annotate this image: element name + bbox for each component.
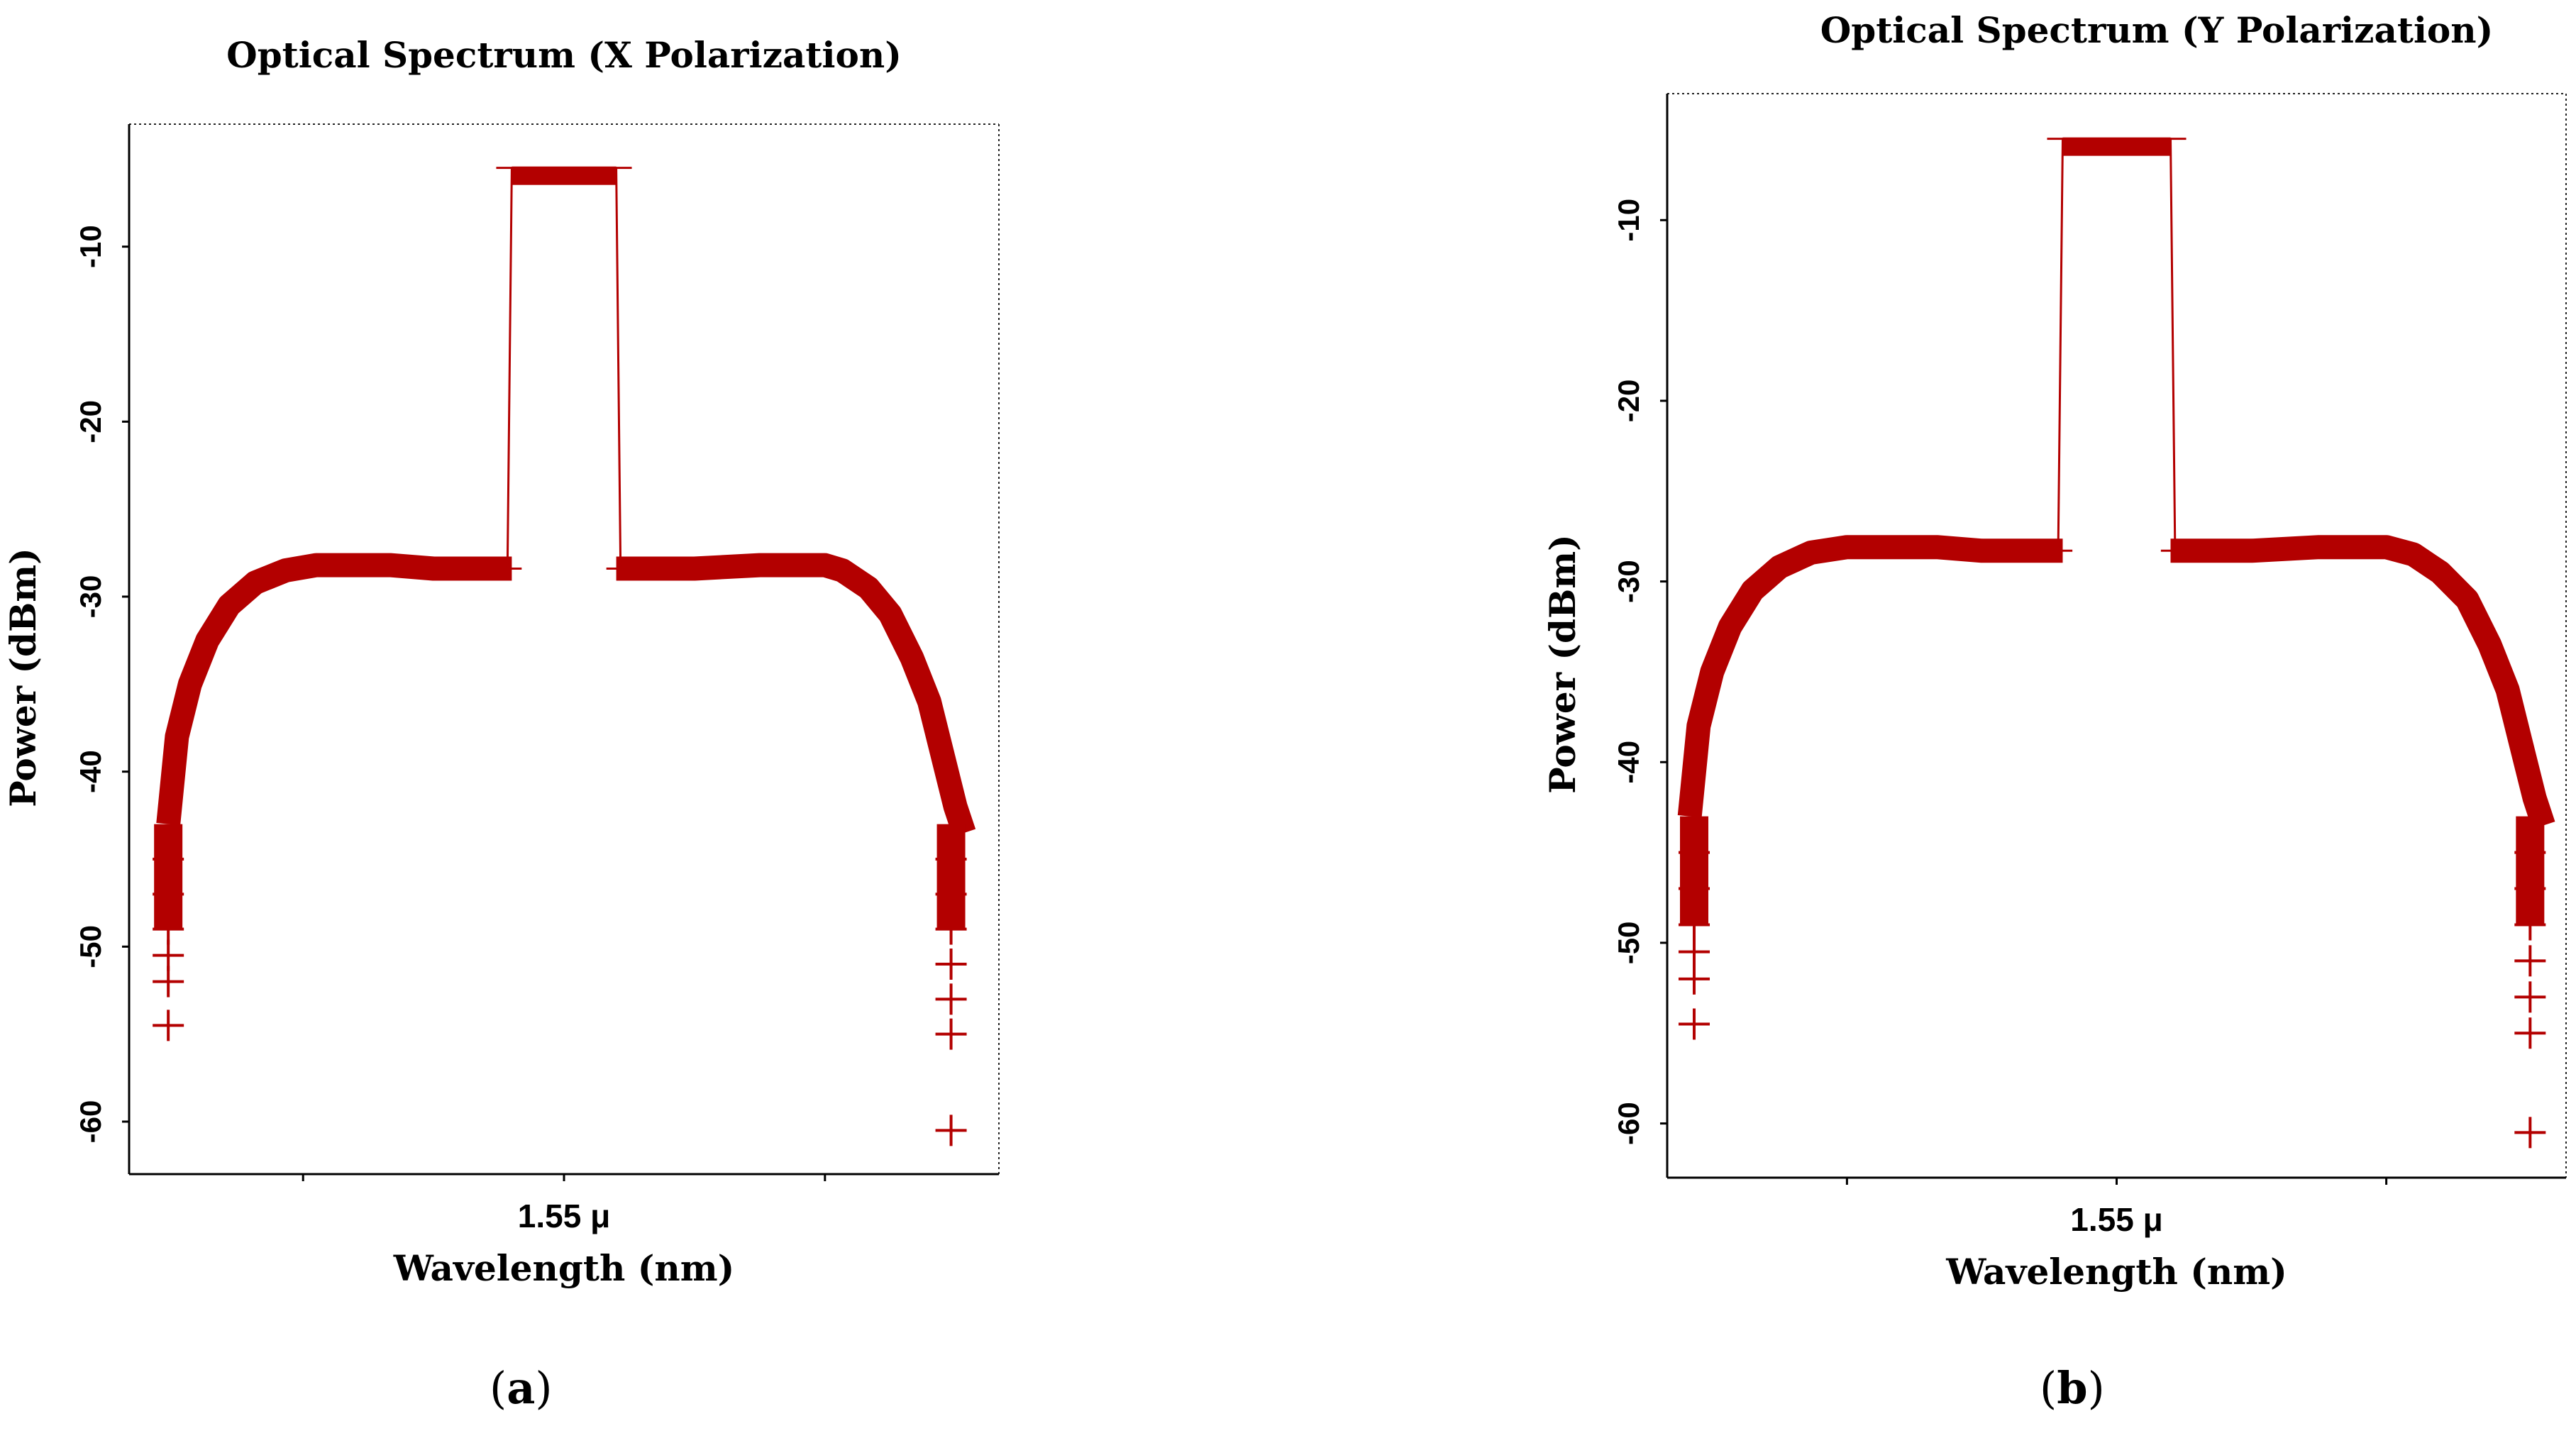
- caption-letter: a: [507, 1362, 536, 1414]
- signal-carrier-line: [506, 167, 622, 569]
- chart-title: Optical Spectrum (X Polarization): [226, 34, 902, 76]
- y-axis-label: Power (dBm): [1542, 534, 1583, 794]
- caption-open: (: [2040, 1362, 2057, 1414]
- noise-band-left: [156, 553, 520, 826]
- noise-band-right: [2162, 535, 2555, 829]
- panel-b: Optical Spectrum (Y Polarization) -10 -20 -…: [1288, 0, 2576, 1443]
- panel-a: Optical Spectrum (X Polarization) -10 -20 -…: [2, 34, 1000, 1414]
- noise-marker: [935, 983, 967, 1015]
- x-tick-label: 1.55 μ: [2070, 1201, 2162, 1238]
- y-tick-label: -40: [74, 750, 107, 793]
- y-tick-label: -60: [1612, 1102, 1645, 1145]
- noise-band-left: [1677, 535, 2071, 818]
- panel-caption-a: (a): [490, 1362, 553, 1414]
- noise-band-right: [608, 553, 976, 837]
- noise-marker: [935, 1115, 967, 1146]
- panel-caption-b: (b): [2040, 1362, 2105, 1414]
- noise-marker: [153, 966, 184, 997]
- edge-block-right: [2516, 816, 2545, 925]
- noise-marker: [935, 1018, 967, 1050]
- x-tick-label: 1.55 μ: [518, 1198, 610, 1234]
- y-tick-label: -30: [74, 575, 107, 619]
- y-tick-label: -20: [74, 400, 107, 443]
- y-tick-label: -30: [1612, 560, 1645, 603]
- caption-open: (: [490, 1362, 507, 1414]
- edge-block-left: [1680, 816, 1709, 925]
- noise-marker: [2514, 981, 2546, 1013]
- y-tick-label: -60: [74, 1100, 107, 1144]
- noise-marker: [2514, 945, 2546, 977]
- noise-marker: [935, 949, 967, 980]
- y-tick-label: -50: [74, 925, 107, 968]
- noise-marker: [153, 939, 184, 971]
- edge-block-left: [154, 824, 183, 929]
- signal-carrier-peak: [2062, 137, 2171, 156]
- caption-letter: b: [2057, 1362, 2088, 1414]
- edge-block-right: [936, 824, 966, 929]
- x-axis-label: Wavelength (nm): [393, 1247, 735, 1289]
- x-axis-label: Wavelength (nm): [1945, 1251, 2287, 1293]
- y-tick-label: -10: [1612, 199, 1645, 242]
- caption-close: ): [535, 1362, 553, 1414]
- chart-title: Optical Spectrum (Y Polarization): [1820, 9, 2494, 51]
- signal-carrier-peak: [512, 166, 617, 185]
- y-tick-label: -40: [1612, 741, 1645, 784]
- chart-b: Optical Spectrum (Y Polarization) -10 -20 -…: [1542, 9, 2567, 1293]
- caption-close: ): [2087, 1362, 2105, 1414]
- y-tick-label: -10: [74, 225, 107, 268]
- signal-carrier-line: [2057, 138, 2177, 551]
- y-tick-label: -50: [1612, 922, 1645, 965]
- chart-a: Optical Spectrum (X Polarization) -10 -20 -…: [2, 34, 1000, 1289]
- noise-marker: [2514, 1017, 2546, 1049]
- noise-marker: [1679, 963, 1710, 995]
- y-axis-label: Power (dBm): [2, 548, 44, 807]
- noise-marker: [153, 1010, 184, 1041]
- noise-marker: [1679, 1008, 1710, 1040]
- noise-marker: [1679, 936, 1710, 968]
- y-tick-label: -20: [1612, 380, 1645, 423]
- noise-marker: [2514, 1117, 2546, 1149]
